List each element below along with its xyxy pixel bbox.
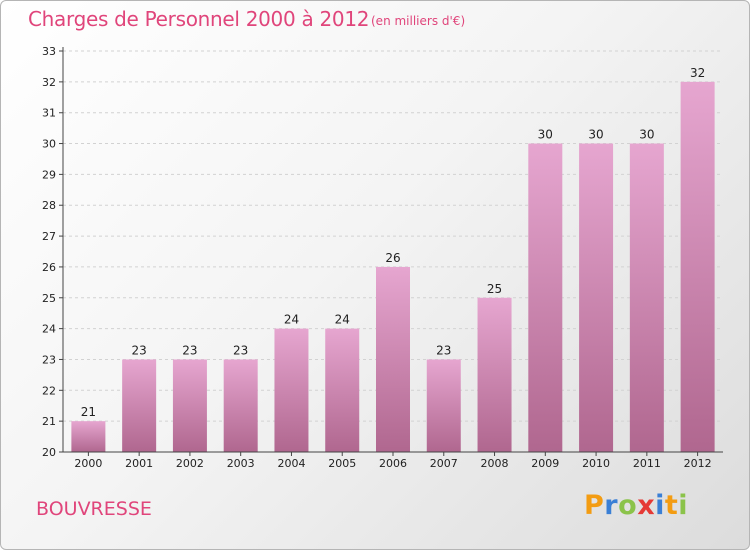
y-tick-label: 31 bbox=[42, 107, 56, 120]
chart-subtitle: (en milliers d'€) bbox=[371, 14, 466, 28]
logo-letter: o bbox=[618, 490, 638, 521]
x-tick-label: 2010 bbox=[582, 457, 610, 470]
commune-name: BOUVRESSE bbox=[36, 498, 152, 520]
bar-value-label: 30 bbox=[588, 128, 603, 142]
x-tick-label: 2003 bbox=[227, 457, 255, 470]
y-tick-label: 28 bbox=[42, 199, 56, 212]
bar bbox=[122, 359, 157, 452]
bar-value-label: 26 bbox=[385, 251, 400, 265]
x-tick-label: 2011 bbox=[633, 457, 661, 470]
y-tick-label: 21 bbox=[42, 415, 56, 428]
x-tick-label: 2009 bbox=[531, 457, 559, 470]
bar bbox=[376, 266, 410, 452]
x-tick-label: 2012 bbox=[684, 457, 712, 470]
bar bbox=[629, 143, 664, 453]
x-tick-label: 2006 bbox=[379, 457, 407, 470]
bar bbox=[172, 359, 207, 452]
x-tick-label: 2002 bbox=[176, 457, 204, 470]
y-tick-label: 30 bbox=[42, 138, 56, 151]
logo-letter: x bbox=[637, 490, 656, 521]
y-tick-label: 33 bbox=[42, 45, 56, 58]
bar bbox=[274, 328, 309, 452]
bar-value-label: 23 bbox=[182, 343, 197, 357]
x-tick-label: 2000 bbox=[74, 457, 102, 470]
bar bbox=[71, 421, 106, 452]
y-tick-label: 29 bbox=[42, 168, 56, 181]
bar bbox=[680, 81, 715, 452]
x-tick-label: 2005 bbox=[328, 457, 356, 470]
bar-value-label: 23 bbox=[436, 343, 451, 357]
y-tick-label: 25 bbox=[42, 292, 56, 305]
bar-value-label: 24 bbox=[335, 313, 350, 327]
bar-value-label: 30 bbox=[639, 128, 654, 142]
y-tick-label: 26 bbox=[42, 261, 56, 274]
y-tick-label: 27 bbox=[42, 230, 56, 243]
proxiti-logo[interactable]: Proxiti bbox=[584, 490, 688, 521]
bar bbox=[325, 328, 360, 452]
y-tick-label: 32 bbox=[42, 76, 56, 89]
bar bbox=[426, 359, 461, 452]
bar-value-label: 23 bbox=[132, 343, 147, 357]
y-tick-label: 23 bbox=[42, 353, 56, 366]
bar-value-label: 25 bbox=[487, 282, 502, 296]
bar-value-label: 23 bbox=[233, 343, 248, 357]
bars-layer: 21 23 23 23 24 24 26 23 25 30 30 30 32 bbox=[71, 66, 715, 453]
bar bbox=[579, 143, 614, 453]
bar-value-label: 21 bbox=[81, 405, 96, 419]
y-tick-label: 20 bbox=[42, 446, 56, 459]
y-tick-label: 22 bbox=[42, 384, 56, 397]
bar bbox=[223, 359, 258, 452]
bar-value-label: 30 bbox=[538, 128, 553, 142]
logo-letter: P bbox=[584, 490, 605, 521]
logo-letter: i bbox=[678, 490, 689, 521]
bar-value-label: 24 bbox=[284, 313, 299, 327]
x-tick-label: 2004 bbox=[277, 457, 305, 470]
logo-letter: t bbox=[664, 490, 679, 521]
logo-letter: i bbox=[655, 490, 665, 521]
x-tick-label: 2008 bbox=[481, 457, 509, 470]
chart-title: Charges de Personnel 2000 à 2012 bbox=[28, 7, 370, 31]
bar bbox=[528, 143, 563, 453]
axes-layer: 20 21 22 23 24 25 26 27 28 29 30 31 32 33 2000 2001 2002… bbox=[42, 45, 723, 470]
y-tick-label: 24 bbox=[42, 323, 56, 336]
logo-letter: r bbox=[604, 490, 619, 521]
bar bbox=[477, 297, 512, 452]
x-tick-label: 2001 bbox=[125, 457, 153, 470]
x-tick-label: 2007 bbox=[430, 457, 458, 470]
bar-value-label: 32 bbox=[690, 66, 705, 80]
